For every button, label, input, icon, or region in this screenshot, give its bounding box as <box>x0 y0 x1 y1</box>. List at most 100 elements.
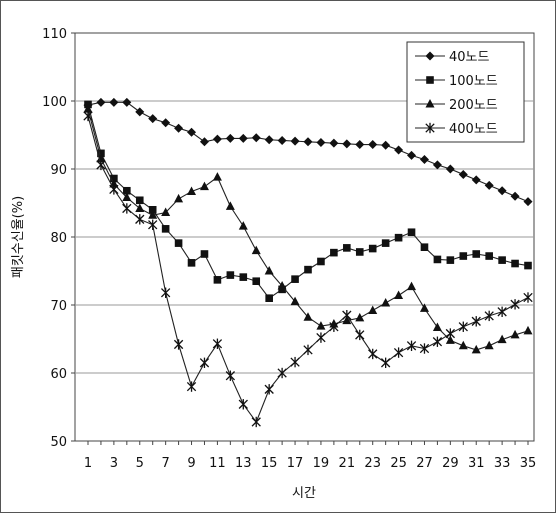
triangle-marker <box>174 193 184 203</box>
series-1 <box>83 97 533 207</box>
triangle-marker <box>510 329 520 339</box>
series-2 <box>84 100 532 302</box>
diamond-marker <box>135 107 145 117</box>
triangle-marker <box>458 340 468 350</box>
square-marker <box>304 265 312 274</box>
diamond-marker <box>96 97 106 107</box>
x-tick-label: 17 <box>287 456 304 471</box>
x-tick-label: 1 <box>84 456 92 471</box>
legend-triangle-marker <box>425 99 435 108</box>
legend-label: 40노드 <box>449 50 490 65</box>
legend-label: 400노드 <box>449 122 498 137</box>
diamond-marker <box>316 137 326 147</box>
star-marker <box>368 348 378 360</box>
legend-square-marker <box>426 76 434 84</box>
triangle-marker <box>161 207 171 217</box>
y-tick-label: 70 <box>50 299 67 314</box>
diamond-marker <box>187 127 197 137</box>
star-marker <box>109 184 119 195</box>
square-marker <box>110 174 118 183</box>
star-marker <box>471 316 481 327</box>
x-tick-label: 19 <box>313 456 330 471</box>
diamond-marker <box>174 123 184 133</box>
star-marker <box>393 347 404 358</box>
star-marker <box>264 384 274 395</box>
star-marker <box>83 110 93 122</box>
triangle-marker <box>225 201 235 210</box>
star-marker <box>173 339 184 350</box>
star-marker <box>199 357 210 368</box>
square-marker <box>394 233 403 242</box>
square-marker <box>472 250 481 258</box>
gridlines <box>75 100 534 374</box>
y-tick-label: 60 <box>50 367 67 382</box>
legend-label: 100노드 <box>449 74 498 89</box>
triangle-marker <box>471 344 481 354</box>
diamond-marker <box>212 134 222 144</box>
square-marker <box>498 256 506 264</box>
square-marker <box>381 239 390 247</box>
square-marker <box>174 239 183 247</box>
triangle-marker <box>316 321 326 330</box>
star-marker <box>419 343 430 354</box>
y-tick-label: 50 <box>50 435 67 450</box>
diamond-marker <box>277 135 287 145</box>
square-marker <box>291 275 299 283</box>
diamond-marker <box>407 150 417 160</box>
x-tick-label: 27 <box>416 456 433 471</box>
diamond-marker <box>484 180 494 190</box>
x-tick-label: 35 <box>520 456 537 471</box>
square-marker <box>407 228 416 237</box>
square-marker <box>161 225 170 233</box>
square-marker <box>200 250 209 258</box>
star-marker <box>212 338 223 349</box>
square-marker <box>123 186 131 195</box>
triangle-marker <box>303 312 313 321</box>
legend-item: 400노드 <box>415 122 498 137</box>
x-tick-label: 3 <box>110 456 118 471</box>
star-marker <box>523 292 533 303</box>
diamond-marker <box>510 191 520 201</box>
diamond-marker <box>471 175 481 185</box>
x-tick-label: 29 <box>442 456 459 471</box>
triangle-marker <box>148 210 158 219</box>
star-marker <box>432 336 443 347</box>
square-marker <box>148 206 157 214</box>
triangle-marker <box>381 297 391 307</box>
diamond-marker <box>199 137 209 147</box>
diamond-marker <box>161 118 171 128</box>
star-marker <box>277 367 287 379</box>
triangle-marker <box>419 303 429 312</box>
y-axis-ticks: 50 60 70 80 90 100 110 <box>42 27 75 450</box>
diamond-marker <box>148 114 158 124</box>
diamond-marker <box>225 133 235 143</box>
diamond-marker <box>368 140 378 150</box>
diamond-marker <box>264 135 274 145</box>
square-marker <box>355 248 364 256</box>
diamond-marker <box>497 186 507 196</box>
x-tick-label: 5 <box>136 456 144 471</box>
square-marker <box>420 243 429 251</box>
square-marker <box>97 149 105 158</box>
x-axis-title: 시간 <box>292 486 316 501</box>
diamond-marker <box>432 160 442 170</box>
triangle-marker <box>368 305 378 314</box>
triangle-marker <box>187 186 197 195</box>
diamond-marker <box>329 138 339 148</box>
diamond-marker <box>394 145 404 155</box>
star-marker <box>290 356 300 368</box>
star-marker <box>225 370 236 381</box>
star-marker <box>135 214 145 225</box>
square-marker <box>317 257 325 266</box>
triangle-marker <box>199 181 209 191</box>
diamond-marker <box>381 140 391 150</box>
square-marker <box>252 277 261 285</box>
square-marker <box>343 244 351 252</box>
x-tick-label: 9 <box>187 456 195 471</box>
y-axis-title: 패킷수신율(%) <box>11 196 26 278</box>
diamond-marker <box>523 197 533 207</box>
triangle-marker <box>290 296 300 306</box>
star-marker <box>303 344 313 356</box>
legend-item: 200노드 <box>415 98 498 113</box>
diamond-marker <box>355 140 365 150</box>
